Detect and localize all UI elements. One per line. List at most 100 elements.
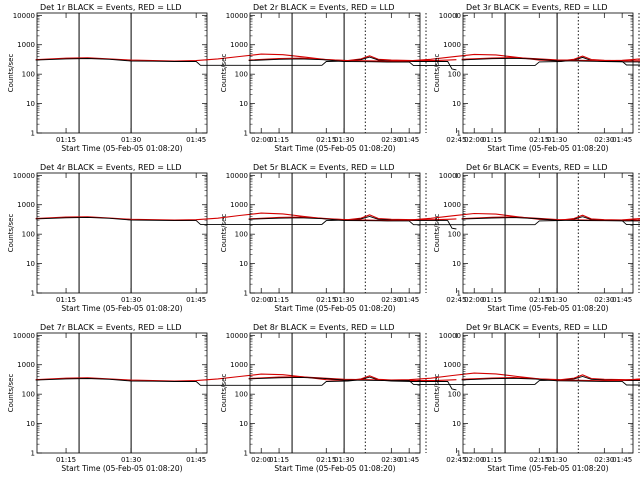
x-axis-label: Start Time (05-Feb-05 01:08:20) [61,464,182,473]
y-tick-label: 10 [26,100,35,108]
x-tick-label: 02:15 [529,456,549,464]
y-tick-label: 1000 [443,201,461,209]
y-tick-label: 1000 [230,41,248,49]
events-series-line [461,217,640,226]
panel-det-9r: Det 9r BLACK = Events, RED = LLD 1 10 100 10… [433,323,640,473]
events-series-line [248,376,640,385]
lld-series-line [248,372,640,381]
y-axis-label: Counts/sec [7,214,15,253]
y-tick-label: 100 [22,231,35,239]
panel-title: Det 3r BLACK = Events, RED = LLD [466,3,608,12]
panel-det-3r: Det 3r BLACK = Events, RED = LLD 1 10 100 10… [433,3,640,153]
lld-series-line [461,216,640,221]
y-tick-label: 10000 [226,332,248,340]
x-tick-label: 02:30 [381,456,401,464]
x-tick-label: 02:30 [381,296,401,304]
panel-title: Det 5r BLACK = Events, RED = LLD [253,163,395,172]
x-tick-label: 02:30 [381,136,401,144]
y-axis-label: Counts/sec [433,54,441,93]
events-series-line [248,216,640,226]
x-tick-label: 02:00 [464,456,484,464]
x-tick-label: 02:00 [251,456,271,464]
panel-title: Det 1r BLACK = Events, RED = LLD [40,3,182,12]
y-tick-label: 10 [26,420,35,428]
y-tick-label: 1000 [17,201,35,209]
x-tick-label: 01:30 [334,456,354,464]
y-tick-label: 10 [452,260,461,268]
y-tick-label: 1 [457,450,461,458]
x-tick-label: 02:15 [529,136,549,144]
plot-frame [249,12,421,134]
x-tick-label: 02:00 [251,296,271,304]
plot-frame [462,332,634,454]
x-tick-label: 01:30 [547,456,567,464]
plot-frame [462,172,634,294]
plot-frame [249,172,421,294]
x-tick-label: 01:30 [334,136,354,144]
x-axis-label: Start Time (05-Feb-05 01:08:20) [274,464,395,473]
x-tick-label: 01:30 [547,296,567,304]
panel-title: Det 6r BLACK = Events, RED = LLD [466,163,608,172]
y-axis-label: Counts/sec [220,214,228,253]
x-tick-label: 02:15 [529,296,549,304]
panel-det-2r: Det 2r BLACK = Events, RED = LLD11010010… [220,3,640,153]
y-tick-label: 1 [31,450,35,458]
y-tick-label: 10000 [226,12,248,20]
x-tick-label: 02:15 [316,296,336,304]
y-tick-label: 100 [22,391,35,399]
lld-series-line [461,377,640,382]
y-tick-label: 100 [235,71,248,79]
panel-det-7r: Det 7r BLACK = Events, RED = LLD11010010… [7,323,466,473]
x-tick-label: 01:45 [399,296,419,304]
y-tick-label: 1 [457,290,461,298]
panel-det-6r: Det 6r BLACK = Events, RED = LLD 1 10 100 10… [433,163,640,313]
y-tick-label: 1 [244,130,248,138]
x-tick-label: 01:45 [186,136,206,144]
x-tick-label: 01:30 [121,136,141,144]
y-tick-label: 1 [31,290,35,298]
panel-det-1r: Det 1r BLACK = Events, RED = LLD11010010… [7,3,466,153]
panel-title: Det 8r BLACK = Events, RED = LLD [253,323,395,332]
y-tick-label: 1000 [443,361,461,369]
y-tick-label: 10000 [439,12,461,20]
panel-det-8r: Det 8r BLACK = Events, RED = LLD11010010… [220,323,640,473]
x-tick-label: 02:30 [594,296,614,304]
y-tick-label: 1 [244,290,248,298]
y-axis-label: Counts/sec [7,374,15,413]
y-tick-label: 1 [244,450,248,458]
x-axis-label: Start Time (05-Feb-05 01:08:20) [274,144,395,153]
x-axis-label: Start Time (05-Feb-05 01:08:20) [61,144,182,153]
x-tick-label: 01:30 [121,456,141,464]
x-tick-label: 01:15 [269,296,289,304]
events-series-line [461,57,640,66]
y-tick-label: 1000 [17,41,35,49]
y-tick-label: 10000 [439,172,461,180]
x-tick-label: 01:15 [482,456,502,464]
events-series-line [35,56,457,71]
x-tick-label: 01:45 [399,456,419,464]
events-series-line [35,216,457,230]
y-tick-label: 100 [448,231,461,239]
y-tick-label: 1 [31,130,35,138]
x-tick-label: 02:30 [594,136,614,144]
x-tick-label: 01:45 [186,296,206,304]
y-axis-label: Counts/sec [433,214,441,253]
x-tick-label: 01:45 [399,136,419,144]
x-tick-label: 01:15 [56,456,76,464]
y-axis-label: Counts/sec [7,54,15,93]
y-tick-label: 100 [22,71,35,79]
x-tick-label: 02:30 [594,456,614,464]
y-tick-label: 10000 [13,172,35,180]
y-tick-label: 100 [235,391,248,399]
x-tick-label: 01:15 [56,296,76,304]
y-tick-label: 100 [448,71,461,79]
plot-frame [36,172,208,294]
x-tick-label: 01:30 [334,296,354,304]
y-axis-label: Counts/sec [433,374,441,413]
y-tick-label: 10 [452,420,461,428]
x-tick-label: 02:15 [316,136,336,144]
events-series-line [248,56,640,67]
x-tick-label: 01:45 [612,136,632,144]
events-series-line [461,377,640,386]
